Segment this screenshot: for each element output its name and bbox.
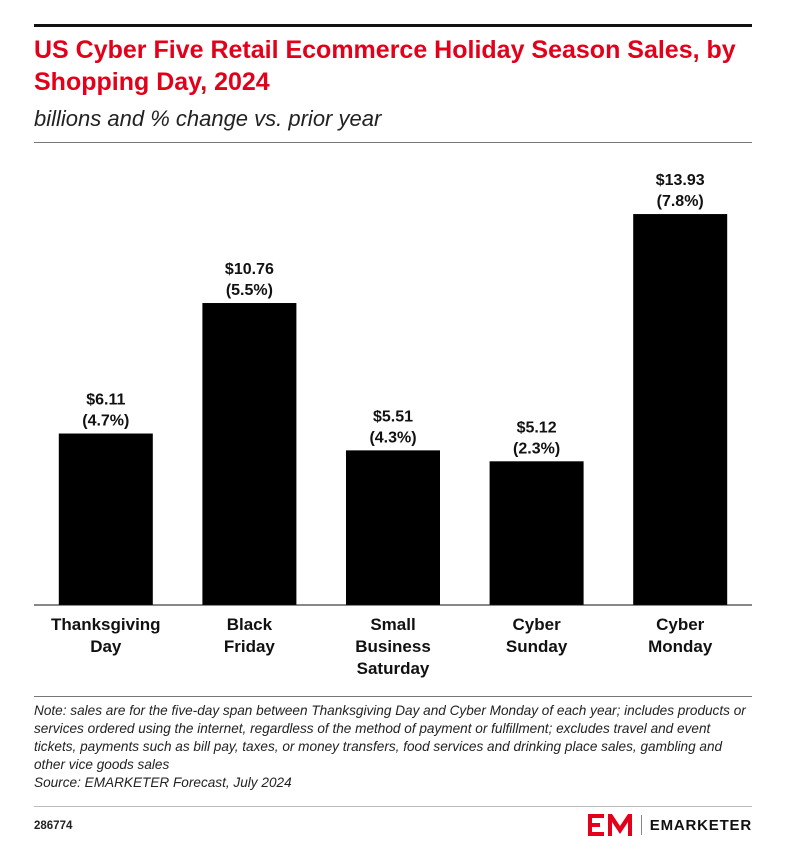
value-label-3: $5.12 [517, 419, 557, 436]
chart-source: Source: EMARKETER Forecast, July 2024 [34, 775, 292, 790]
bars [58, 214, 728, 605]
change-label-4: (7.8%) [657, 193, 704, 210]
category-label-2: Small Business Saturday [355, 615, 431, 678]
bar-4 [633, 214, 728, 605]
subtitle-rule [34, 142, 752, 143]
logo-separator [640, 815, 642, 835]
value-label-0: $6.11 [86, 392, 125, 409]
bar-chart: $6.11 (4.7%) $10.76 (5.5%) $5.51 (4.3%) $5.12 (… [34, 172, 752, 678]
logo-text: EMARKETER [649, 816, 752, 834]
chart-note: Note: sales are for the five-day span be… [34, 703, 746, 772]
value-labels: $6.11 (4.7%) $10.76 (5.5%) $5.51 (4.3%) $5.12 (… [82, 172, 705, 457]
footer-rule [34, 806, 752, 807]
chart-note-block: Note: sales are for the five-day span be… [34, 702, 752, 792]
change-label-1: (5.5%) [226, 282, 273, 299]
em-logo-icon [587, 814, 632, 836]
category-label-0: Thanksgiving Day [51, 615, 161, 656]
bar-0 [58, 433, 153, 605]
value-label-4: $13.93 [656, 172, 705, 189]
bar-2 [346, 450, 440, 605]
bar-1 [202, 303, 297, 605]
emarketer-logo: EMARKETER [587, 812, 752, 838]
chart-subtitle: billions and % change vs. prior year [34, 106, 382, 131]
value-label-2: $5.51 [373, 408, 413, 425]
value-label-1: $10.76 [225, 261, 274, 278]
category-labels: Thanksgiving Day Black Friday Small Business S… [51, 615, 713, 678]
change-label-3: (2.3%) [513, 440, 560, 457]
category-label-4: Cyber Monday [648, 615, 713, 656]
top-rule [34, 24, 752, 27]
chart-title: US Cyber Five Retail Ecommerce Holiday S… [34, 36, 736, 96]
bar-3 [489, 461, 584, 605]
change-label-0: (4.7%) [82, 413, 129, 430]
note-rule [34, 696, 752, 697]
category-label-3: Cyber Sunday [506, 615, 568, 656]
chart-id: 286774 [34, 820, 73, 832]
change-label-2: (4.3%) [369, 429, 416, 446]
category-label-1: Black Friday [224, 615, 276, 656]
